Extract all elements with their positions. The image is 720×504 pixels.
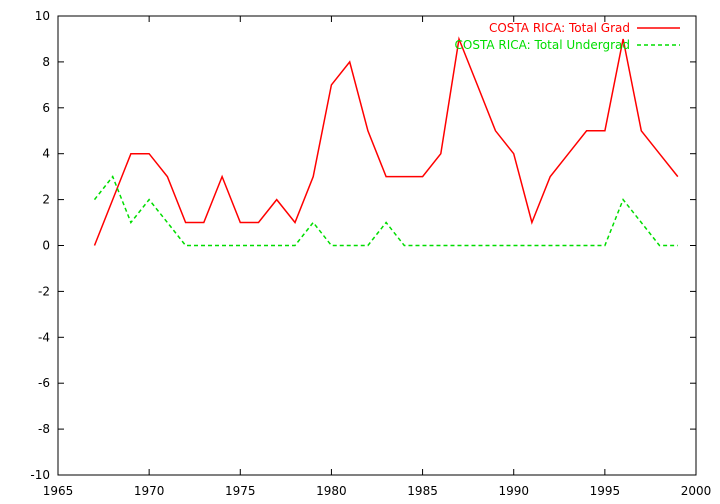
x-tick-label: 1975 bbox=[225, 484, 256, 498]
y-tick-label: -6 bbox=[38, 376, 50, 390]
series-line-0 bbox=[93, 36, 679, 246]
axis-ticks bbox=[57, 15, 697, 476]
y-tick-label: 0 bbox=[42, 239, 50, 253]
legend: COSTA RICA: Total Grad COSTA RICA: Total … bbox=[455, 21, 680, 52]
y-tick-label: -4 bbox=[38, 330, 50, 344]
y-tick-label: -8 bbox=[38, 422, 50, 436]
y-tick-label: 8 bbox=[42, 55, 50, 69]
x-tick-label: 1990 bbox=[498, 484, 529, 498]
y-tick-label: 10 bbox=[35, 9, 50, 23]
x-tick-label: 1995 bbox=[590, 484, 621, 498]
x-tick-label: 2000 bbox=[681, 484, 712, 498]
y-tick-label: 4 bbox=[42, 147, 50, 161]
x-tick-label: 1965 bbox=[43, 484, 74, 498]
x-tick-label: 1970 bbox=[134, 484, 165, 498]
y-tick-label: 2 bbox=[42, 193, 50, 207]
y-tick-label: -10 bbox=[30, 468, 50, 482]
series-line-1 bbox=[93, 175, 678, 247]
y-tick-label: -2 bbox=[38, 284, 50, 298]
x-tick-label: 1985 bbox=[407, 484, 438, 498]
series-group bbox=[93, 36, 679, 247]
legend-label-0: COSTA RICA: Total Grad bbox=[489, 21, 630, 35]
axis-tick-labels: 1965 1970 1975 1980 1985 1990 1995 2000 -10 -8 -6 -… bbox=[30, 9, 711, 498]
legend-label-1: COSTA RICA: Total Undergrad bbox=[455, 38, 630, 52]
x-tick-label: 1980 bbox=[316, 484, 347, 498]
y-tick-label: 6 bbox=[42, 101, 50, 115]
